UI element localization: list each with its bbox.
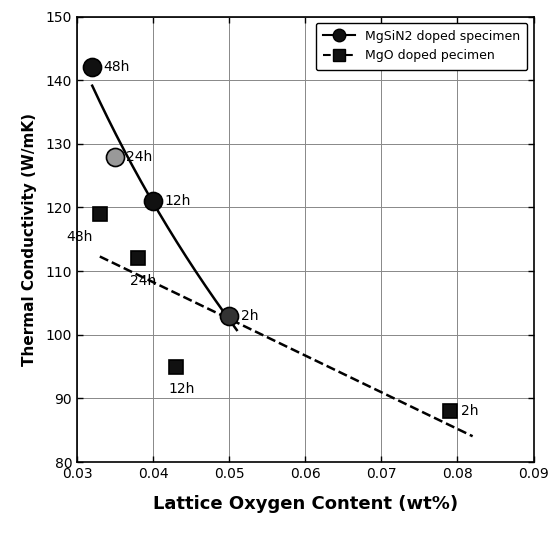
Text: 12h: 12h	[164, 194, 191, 208]
Y-axis label: Thermal Conductivity (W/mK): Thermal Conductivity (W/mK)	[23, 113, 37, 366]
Text: 2h: 2h	[240, 309, 258, 323]
Text: 24h: 24h	[126, 150, 153, 163]
Text: 12h: 12h	[168, 382, 195, 397]
Text: 48h: 48h	[103, 60, 130, 74]
Legend: MgSiN2 doped specimen, MgO doped pecimen: MgSiN2 doped specimen, MgO doped pecimen	[316, 23, 527, 70]
Text: 2h: 2h	[461, 404, 478, 418]
Text: 24h: 24h	[130, 274, 157, 288]
Text: 48h: 48h	[66, 230, 92, 244]
X-axis label: Lattice Oxygen Content (wt%): Lattice Oxygen Content (wt%)	[153, 495, 458, 513]
